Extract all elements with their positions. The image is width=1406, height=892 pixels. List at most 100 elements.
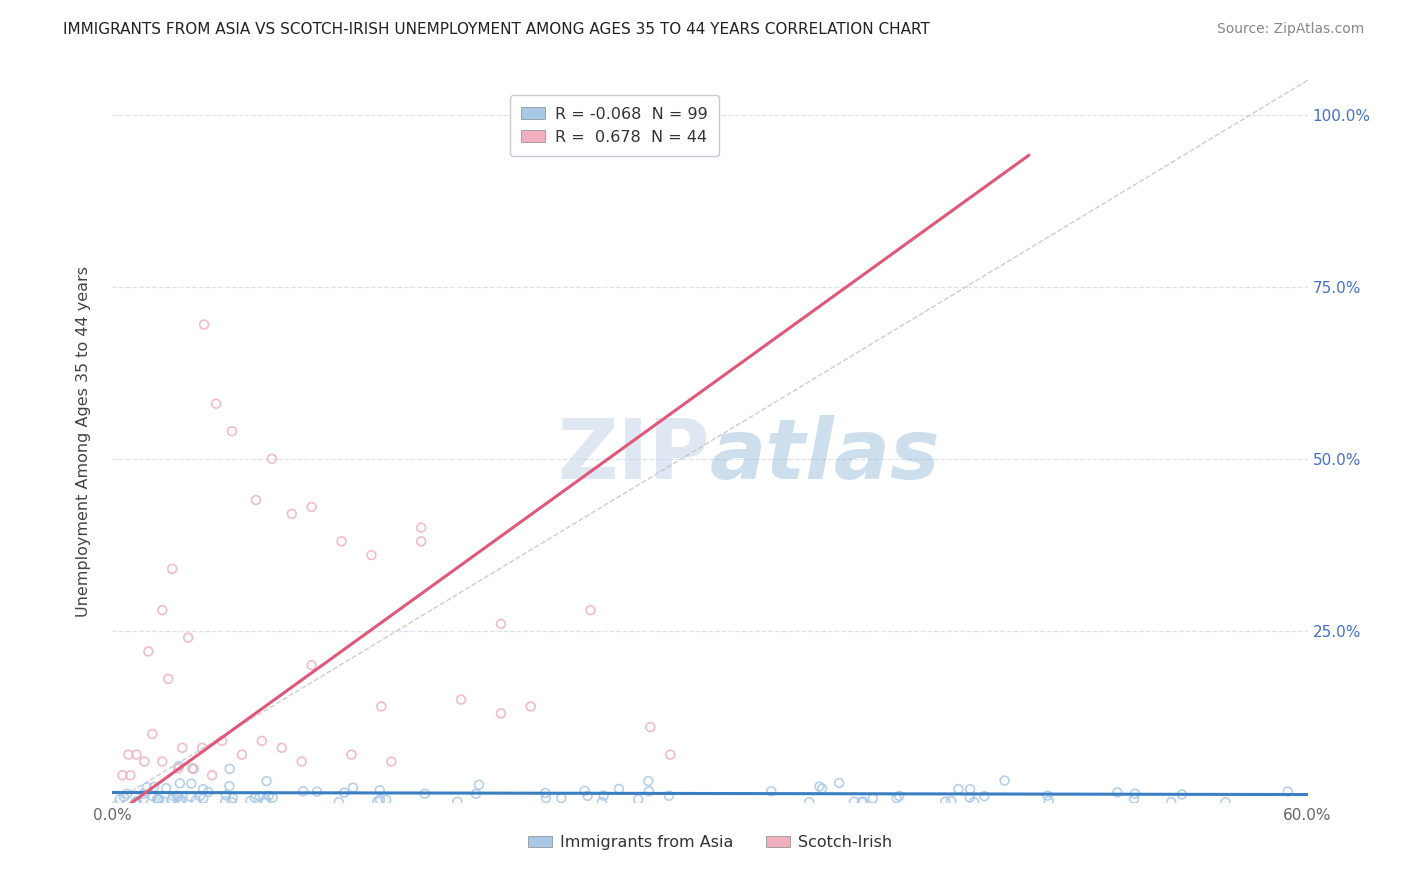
Point bbox=[862, 791, 884, 805]
Point bbox=[281, 507, 304, 521]
Point bbox=[328, 795, 350, 809]
Point bbox=[120, 768, 142, 782]
Point bbox=[638, 784, 661, 798]
Point bbox=[160, 792, 183, 806]
Point bbox=[627, 792, 650, 806]
Point bbox=[340, 747, 363, 762]
Point bbox=[231, 747, 253, 762]
Point bbox=[167, 795, 190, 809]
Point bbox=[214, 794, 236, 808]
Text: Source: ZipAtlas.com: Source: ZipAtlas.com bbox=[1216, 22, 1364, 37]
Point bbox=[550, 791, 572, 805]
Point bbox=[761, 784, 783, 798]
Point bbox=[162, 562, 183, 576]
Point bbox=[450, 692, 472, 706]
Point bbox=[197, 785, 219, 799]
Point bbox=[959, 782, 981, 797]
Text: ZIP: ZIP bbox=[558, 416, 710, 497]
Point bbox=[534, 786, 557, 800]
Point bbox=[222, 791, 245, 805]
Point bbox=[963, 795, 986, 809]
Point bbox=[249, 789, 271, 804]
Point bbox=[886, 791, 908, 805]
Point bbox=[150, 755, 173, 769]
Point bbox=[959, 790, 981, 805]
Point bbox=[183, 762, 205, 776]
Point bbox=[576, 789, 599, 803]
Point bbox=[659, 747, 682, 762]
Point bbox=[142, 789, 165, 804]
Point bbox=[301, 500, 323, 514]
Point bbox=[413, 787, 436, 801]
Point bbox=[1215, 795, 1237, 809]
Point bbox=[243, 790, 266, 805]
Point bbox=[245, 493, 267, 508]
Point bbox=[211, 734, 233, 748]
Point bbox=[132, 792, 155, 806]
Point bbox=[640, 720, 662, 734]
Point bbox=[132, 787, 155, 801]
Point bbox=[146, 792, 169, 806]
Point bbox=[108, 792, 131, 806]
Point bbox=[143, 780, 166, 794]
Point bbox=[125, 795, 148, 809]
Point bbox=[305, 784, 328, 798]
Point bbox=[292, 784, 315, 798]
Point bbox=[152, 794, 174, 808]
Point bbox=[177, 631, 200, 645]
Legend: Immigrants from Asia, Scotch-Irish: Immigrants from Asia, Scotch-Irish bbox=[522, 829, 898, 856]
Point bbox=[125, 747, 148, 762]
Point bbox=[262, 790, 284, 805]
Point bbox=[342, 780, 364, 795]
Point bbox=[215, 789, 238, 803]
Point bbox=[167, 759, 190, 773]
Point bbox=[889, 789, 911, 803]
Point bbox=[180, 789, 202, 804]
Point bbox=[162, 789, 184, 804]
Point bbox=[333, 786, 356, 800]
Point bbox=[534, 791, 557, 805]
Point bbox=[148, 792, 170, 806]
Point bbox=[150, 603, 173, 617]
Point bbox=[380, 755, 402, 769]
Point bbox=[370, 699, 392, 714]
Point bbox=[446, 795, 468, 809]
Point bbox=[270, 740, 292, 755]
Point bbox=[842, 795, 865, 809]
Point bbox=[205, 397, 228, 411]
Point bbox=[468, 778, 491, 792]
Point bbox=[221, 795, 243, 809]
Point bbox=[124, 795, 146, 809]
Point bbox=[136, 780, 159, 795]
Point bbox=[188, 789, 211, 803]
Point bbox=[181, 761, 204, 775]
Point bbox=[250, 734, 273, 748]
Point bbox=[607, 781, 630, 796]
Point bbox=[141, 727, 163, 741]
Point bbox=[808, 780, 831, 794]
Point bbox=[138, 644, 160, 658]
Point bbox=[260, 451, 283, 466]
Point bbox=[811, 781, 834, 796]
Point bbox=[172, 740, 194, 755]
Point bbox=[489, 616, 512, 631]
Point bbox=[184, 793, 207, 807]
Point bbox=[828, 776, 851, 790]
Point bbox=[799, 795, 821, 809]
Text: atlas: atlas bbox=[710, 416, 941, 497]
Point bbox=[948, 782, 970, 797]
Point bbox=[360, 548, 382, 562]
Point bbox=[1036, 789, 1059, 803]
Point bbox=[256, 774, 278, 789]
Point bbox=[520, 699, 543, 714]
Point bbox=[180, 777, 202, 791]
Point bbox=[146, 792, 169, 806]
Point bbox=[1123, 787, 1146, 801]
Point bbox=[1038, 794, 1060, 808]
Point bbox=[852, 795, 875, 809]
Point bbox=[111, 768, 134, 782]
Point bbox=[658, 789, 681, 803]
Point bbox=[375, 793, 398, 807]
Point bbox=[117, 747, 139, 762]
Point bbox=[169, 794, 191, 808]
